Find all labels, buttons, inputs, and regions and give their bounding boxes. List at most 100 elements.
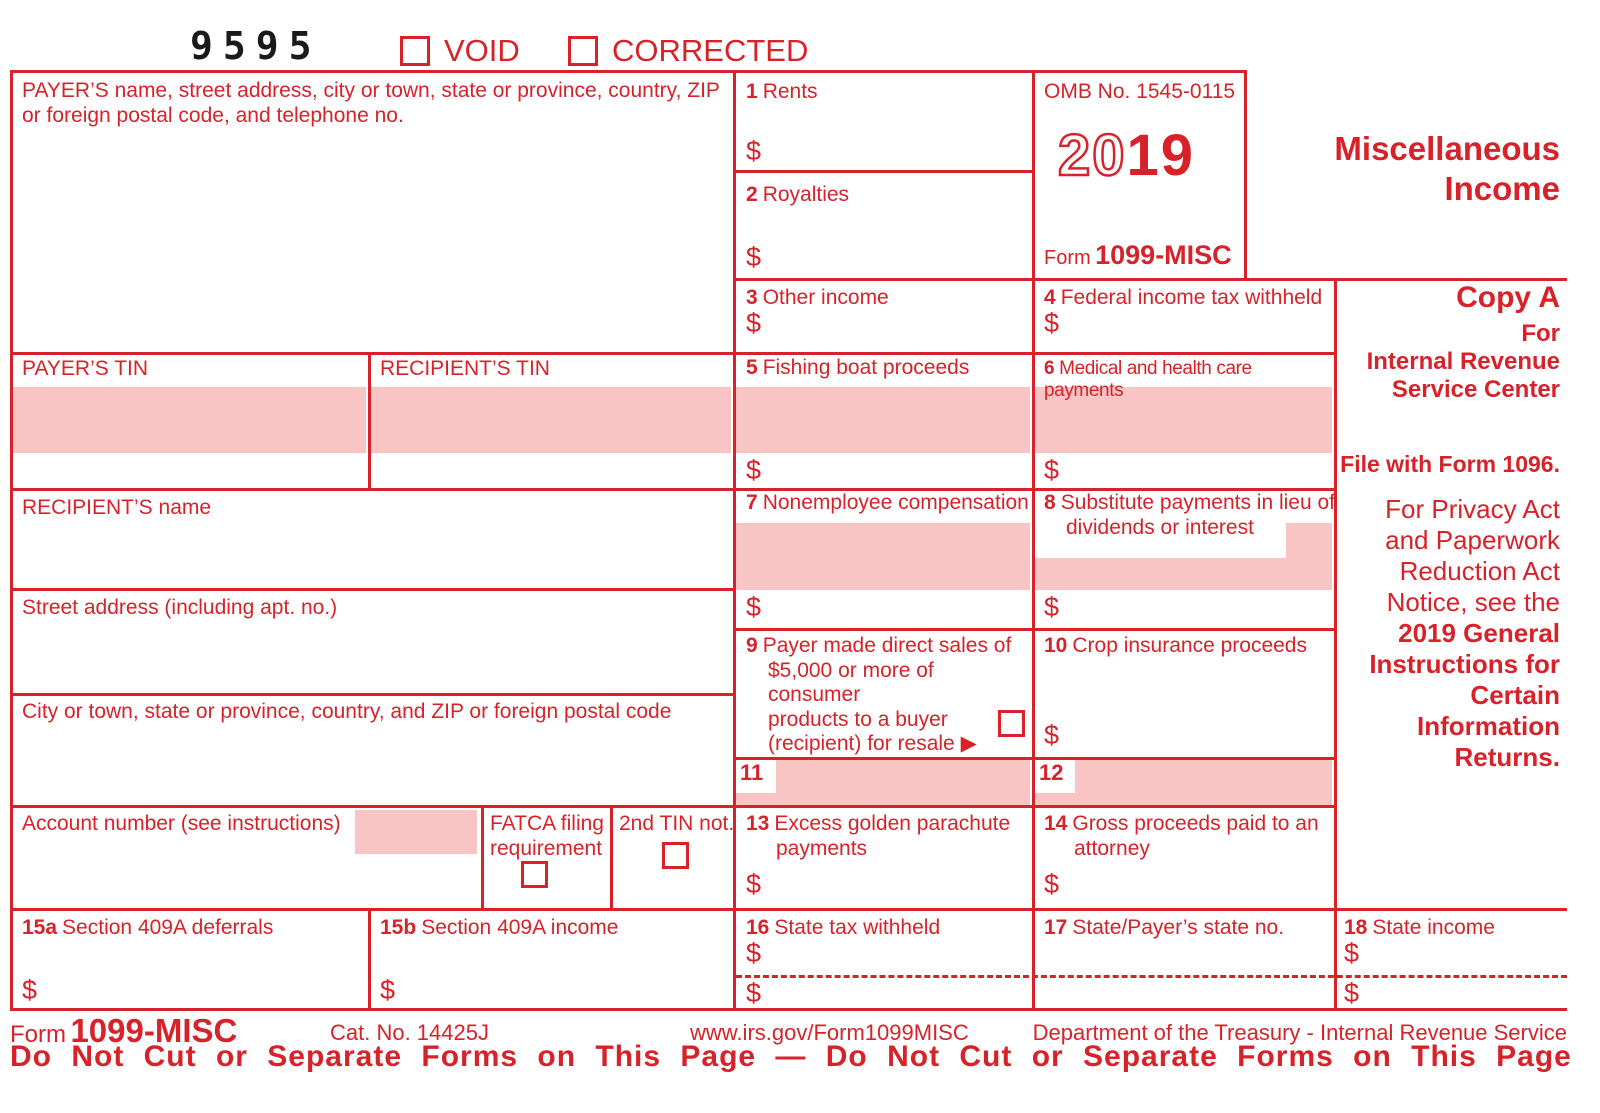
box9-arrow-icon: ▶ (960, 732, 977, 756)
form-title-line1: Miscellaneous (1334, 130, 1560, 167)
box2-number: 2 (746, 183, 758, 206)
privacy-line-bold: Instructions for (1369, 649, 1560, 679)
fatca-checkbox[interactable] (521, 861, 548, 888)
privacy-line-bold: 2019 General (1398, 618, 1560, 648)
box16-label: 16 State tax withheld (746, 916, 941, 939)
copy-a-title: Copy A (1456, 281, 1560, 314)
box1-label: 1 Rents (746, 80, 818, 103)
payer-info-line2: or foreign postal code, and telephone no… (22, 103, 404, 127)
privacy-line-bold: Information (1417, 711, 1560, 741)
box14-label: 14 Gross proceeds paid to an attorney (1044, 812, 1319, 860)
payer-tin-label: PAYER’S TIN (22, 357, 149, 380)
box8-entry-field[interactable] (1035, 558, 1332, 590)
void-label: VOID (444, 33, 520, 68)
tax-year-digits: 19 (1126, 123, 1196, 188)
ocr-scanline-code: 9595 (190, 24, 322, 68)
grid-line-tin-divider (368, 352, 371, 491)
box6-entry-field[interactable] (1035, 387, 1332, 453)
recipient-name-label: RECIPIENT’S name (22, 496, 212, 519)
box7-label: 7 Nonemployee compensation (746, 491, 1029, 514)
box5-label: 5 Fishing boat proceeds (746, 356, 970, 379)
box9-label: 9 Payer made direct sales of $5,000 or mo… (746, 634, 1012, 756)
box13-label: 13 Excess golden parachute payments (746, 812, 1011, 860)
grid-line-fatca-left (481, 805, 484, 911)
box14-number: 14 (1044, 812, 1068, 835)
box6-dollar: $ (1044, 455, 1060, 485)
grid-line-bottom (10, 1008, 1567, 1011)
tax-year-century: 20 (1057, 122, 1127, 190)
box11-entry-field[interactable] (736, 758, 1030, 805)
footer-form-number: 1099-MISC (70, 1012, 238, 1049)
footer-form-id: Form 1099-MISC (10, 1012, 237, 1050)
box4-number: 4 (1044, 286, 1056, 309)
corrected-checkbox[interactable] (568, 36, 598, 66)
box3-label: 3 Other income (746, 286, 889, 309)
box5-number: 5 (746, 356, 758, 379)
box9-checkbox[interactable] (998, 710, 1025, 737)
recipient-tin-field[interactable] (370, 387, 731, 453)
grid-line-account-top (10, 805, 1337, 808)
grid-line-box2-bottom (733, 278, 1567, 281)
fatca-label: FATCA filing requirement (490, 812, 604, 860)
box8-dollar: $ (1044, 592, 1060, 622)
account-number-field[interactable] (355, 810, 477, 854)
footer-irs-url[interactable]: www.irs.gov/Form1099MISC (690, 1020, 969, 1045)
grid-line-tin-top (10, 352, 1337, 355)
do-not-cut-notice: Do Not Cut or Separate Forms on This Pag… (10, 1040, 1572, 1073)
privacy-line: For Privacy Act (1385, 494, 1560, 524)
box3-number: 3 (746, 286, 758, 309)
footer-form-prefix: Form (10, 1021, 66, 1048)
box15b-number: 15b (380, 916, 417, 939)
payer-info-line1: PAYER’S name, street address, city or to… (22, 79, 720, 102)
box6-number: 6 (1044, 358, 1055, 379)
box6-label: 6 Medical and health care payments (1044, 358, 1252, 402)
grid-line-box9-bottom (733, 757, 1337, 760)
copy-a-for: For (1521, 320, 1560, 347)
box13-number: 13 (746, 812, 770, 835)
city-label: City or town, state or province, country… (22, 700, 672, 723)
box1-number: 1 (746, 80, 758, 103)
box18-label: 18 State income (1344, 916, 1495, 939)
privacy-line: and Paperwork (1385, 525, 1560, 555)
footer-cat-no: Cat. No. 14425J (330, 1020, 489, 1045)
box7-dollar: $ (746, 592, 762, 622)
grid-line-col2-divider (1032, 70, 1035, 1011)
account-number-label: Account number (see instructions) (22, 812, 341, 835)
box7-entry-field[interactable] (736, 523, 1030, 590)
grid-line-box1-bottom (733, 170, 1035, 173)
box5-entry-field[interactable] (736, 387, 1030, 453)
void-checkbox[interactable] (400, 36, 430, 66)
grid-line-city-top (10, 693, 736, 696)
privacy-line: Reduction Act (1399, 556, 1560, 586)
box11-number-tab: 11 (736, 758, 776, 793)
grid-line-omb-right (1244, 70, 1247, 281)
second-tin-checkbox[interactable] (662, 842, 689, 869)
grid-line-box7-bottom (733, 628, 1337, 631)
box1-dollar: $ (746, 136, 762, 166)
box9-number: 9 (746, 634, 758, 657)
box15b-dollar: $ (380, 975, 396, 1005)
box18-number: 18 (1344, 916, 1368, 939)
box12-entry-field[interactable] (1035, 758, 1332, 805)
street-address-label: Street address (including apt. no.) (22, 596, 338, 619)
box16-dollar-2: $ (746, 978, 762, 1008)
privacy-line: Notice, see the (1386, 587, 1560, 617)
footer-department: Department of the Treasury - Internal Re… (1032, 1020, 1567, 1045)
copy-a-irs2: Service Center (1391, 376, 1560, 403)
form-number: 1099-MISC (1095, 240, 1232, 270)
box10-label: 10 Crop insurance proceeds (1044, 634, 1307, 657)
payer-tin-field[interactable] (13, 387, 366, 453)
box4-dollar: $ (1044, 308, 1060, 338)
box3-dollar: $ (746, 308, 762, 338)
box16-dollar-1: $ (746, 938, 762, 968)
corrected-label: CORRECTED (612, 33, 809, 68)
grid-line-top (10, 70, 1247, 73)
grid-line-mid-divider (733, 70, 736, 1011)
privacy-line-bold: Returns. (1454, 742, 1560, 772)
box4-label: 4 Federal income tax withheld (1044, 286, 1323, 309)
box8-label: 8 Substitute payments in lieu of dividend… (1044, 491, 1336, 539)
box8-entry-field-right[interactable] (1286, 523, 1332, 561)
box16-number: 16 (746, 916, 770, 939)
grid-line-tin-bottom (10, 488, 1337, 491)
